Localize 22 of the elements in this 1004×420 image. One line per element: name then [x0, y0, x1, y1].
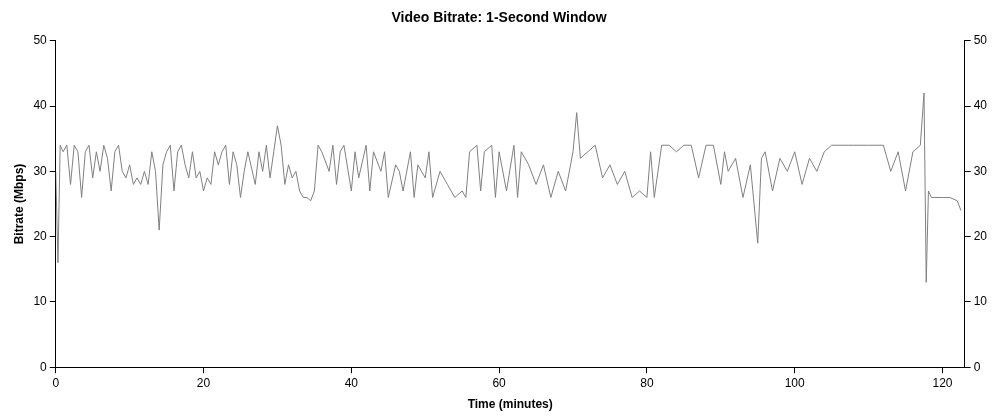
y-tick-label: 50	[33, 33, 48, 48]
y-tick-label: 40	[33, 98, 48, 113]
x-tick-label: 80	[640, 375, 654, 390]
y2-tick-label: 20	[973, 228, 988, 243]
y-tick-label: 30	[33, 163, 48, 178]
y-tick-label: 0	[40, 359, 48, 374]
y-tick-label: 10	[33, 294, 48, 309]
y2-tick-label: 30	[973, 163, 988, 178]
x-tick-label: 120	[932, 375, 953, 390]
x-tick-label: 100	[784, 375, 806, 390]
y2-tick-label: 10	[973, 294, 988, 309]
y-tick-label: 20	[33, 228, 48, 243]
chart-title: Video Bitrate: 1-Second Window	[391, 9, 607, 26]
x-tick-label: 40	[344, 375, 359, 390]
x-tick-label: 60	[492, 375, 507, 390]
x-tick-label: 0	[52, 375, 60, 390]
y2-tick-label: 50	[973, 33, 988, 48]
x-tick-label: 20	[196, 375, 211, 390]
y-axis-title: Bitrate (Mbps)	[11, 163, 26, 245]
y2-tick-label: 40	[973, 98, 988, 113]
x-axis-title: Time (minutes)	[467, 397, 553, 412]
y2-tick-label: 0	[973, 359, 981, 374]
